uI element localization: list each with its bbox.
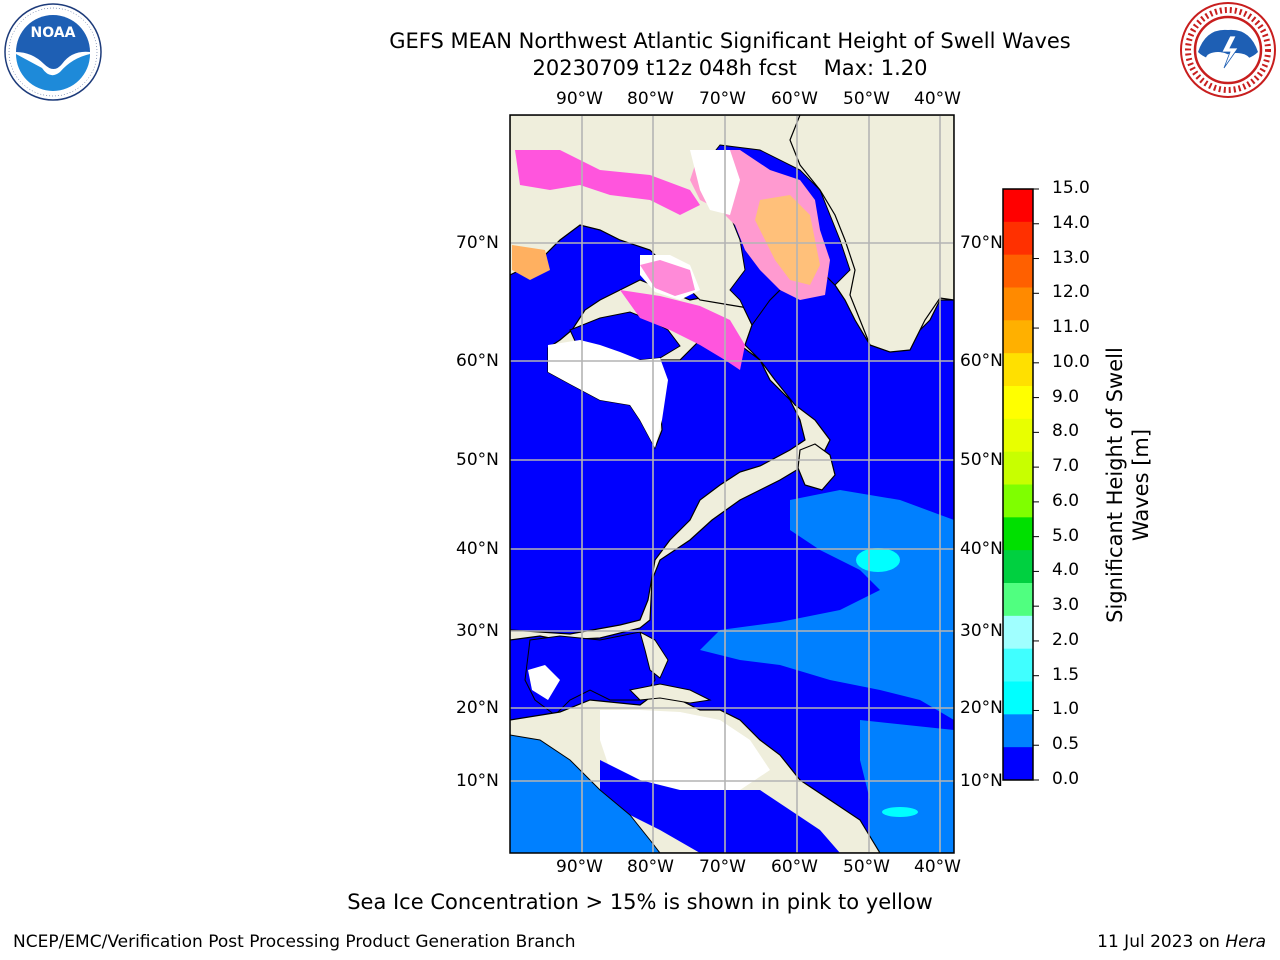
colorbar-segment — [1003, 484, 1033, 518]
gulf-of-mexico — [524, 631, 656, 716]
sea-ice-note: Sea Ice Concentration > 15% is shown in … — [347, 890, 933, 914]
map-frame — [509, 114, 955, 854]
colorbar — [1002, 188, 1039, 781]
lat-label-right-60n: 60°N — [960, 351, 1003, 371]
noaa-logo: NOAA — [4, 3, 102, 101]
lat-label-left-10n: 10°N — [456, 771, 499, 791]
land-greenland — [789, 115, 954, 353]
footer-date-text: 11 Jul 2023 on — [1097, 932, 1226, 952]
lat-label-left-60n: 60°N — [456, 351, 499, 371]
footer-date: 11 Jul 2023 on Hera — [1097, 932, 1266, 952]
colorbar-segment — [1003, 451, 1033, 485]
lon-label-top-90w: 90°W — [556, 89, 603, 109]
lat-label-left-50n: 50°N — [456, 450, 499, 470]
colorbar-segment — [1003, 287, 1033, 321]
colorbar-tick-label: 14.0 — [1052, 212, 1090, 233]
colorbar-frame — [1002, 188, 1034, 781]
colorbar-tick-label: 5.0 — [1052, 525, 1080, 546]
colorbar-tick-label: 10.0 — [1052, 351, 1090, 372]
colorbar-segment — [1003, 583, 1033, 617]
chart-subtitle: 20230709 t12z 048h fcst Max: 1.20 — [532, 56, 928, 80]
map-area — [510, 115, 954, 853]
graticule — [510, 115, 954, 853]
lon-label-top-70w: 70°W — [699, 89, 746, 109]
lat-label-right-70n: 70°N — [960, 233, 1003, 253]
footer-host: Hera — [1225, 932, 1266, 952]
lat-label-left-30n: 30°N — [456, 621, 499, 641]
lat-label-right-30n: 30°N — [960, 621, 1003, 641]
svg-text:NOAA: NOAA — [31, 25, 76, 41]
swell-patch-cyan-north — [856, 548, 900, 572]
colorbar-segment — [1003, 418, 1033, 453]
colorbar-tick-label: 11.0 — [1052, 317, 1090, 338]
colorbar-tick-label: 2.0 — [1052, 629, 1080, 650]
ocean-field-mid — [700, 490, 954, 720]
lon-label-bottom-60w: 60°W — [771, 857, 818, 877]
lat-label-left-70n: 70°N — [456, 233, 499, 253]
sea-ice-arctic2 — [690, 150, 740, 215]
sea-ice-baffin-core — [755, 195, 820, 285]
colorbar-segment — [1003, 353, 1033, 387]
lat-label-right-50n: 50°N — [960, 450, 1003, 470]
caribbean-sea — [600, 760, 840, 853]
lat-label-right-20n: 20°N — [960, 698, 1003, 718]
hudson-bay-ice — [548, 340, 668, 448]
lat-label-right-10n: 10°N — [960, 771, 1003, 791]
colorbar-segment — [1003, 517, 1033, 551]
lat-label-left-20n: 20°N — [456, 698, 499, 718]
sea-ice-hudson-strait — [620, 290, 745, 370]
colorbar-tick-label: 0.5 — [1052, 734, 1080, 755]
sea-ice-west — [512, 245, 550, 280]
colorbar-title: Significant Height of Swell Waves [m] — [1103, 347, 1153, 623]
swell-patch-cyan-south — [882, 807, 918, 817]
colorbar-segment — [1003, 254, 1033, 288]
colorbar-segment — [1003, 747, 1033, 781]
land-florida — [639, 631, 669, 679]
lat-label-right-40n: 40°N — [960, 539, 1003, 559]
lon-label-bottom-40w: 40°W — [914, 857, 961, 877]
colorbar-segment — [1003, 221, 1033, 256]
colorbar-tick-label: 13.0 — [1052, 247, 1090, 268]
colorbar-tick-label: 1.0 — [1052, 699, 1080, 720]
colorbar-tick-label: 15.0 — [1052, 178, 1090, 198]
ocean-field-mid-south — [860, 720, 954, 853]
lon-label-bottom-80w: 80°W — [627, 857, 674, 877]
colorbar-tick-label: 6.0 — [1052, 490, 1080, 511]
land-newfoundland — [797, 443, 836, 491]
lon-label-top-50w: 50°W — [843, 89, 890, 109]
lon-label-top-60w: 60°W — [771, 89, 818, 109]
colorbar-tick-label: 0.0 — [1052, 769, 1080, 789]
colorbar-tick-label: 3.0 — [1052, 595, 1080, 616]
gulf-ice-white — [528, 665, 560, 700]
pacific-ocean — [510, 734, 661, 853]
colorbar-segment — [1003, 320, 1033, 354]
colorbar-segment — [1003, 615, 1033, 650]
chart-title: GEFS MEAN Northwest Atlantic Significant… — [389, 29, 1071, 53]
lon-label-top-40w: 40°W — [914, 89, 961, 109]
nws-logo — [1180, 2, 1276, 98]
colorbar-segment — [1003, 189, 1033, 223]
colorbar-segment — [1003, 681, 1033, 715]
lon-label-bottom-70w: 70°W — [699, 857, 746, 877]
colorbar-segment — [1003, 386, 1033, 420]
colorbar-tick-label: 9.0 — [1052, 386, 1080, 407]
caribbean-white — [600, 710, 770, 790]
colorbar-segment — [1003, 648, 1033, 682]
lat-label-left-40n: 40°N — [456, 539, 499, 559]
footer-credit: NCEP/EMC/Verification Post Processing Pr… — [13, 932, 576, 952]
colorbar-tick-label: 4.0 — [1052, 560, 1080, 581]
lon-label-top-80w: 80°W — [627, 89, 674, 109]
colorbar-tick-label: 8.0 — [1052, 421, 1080, 442]
colorbar-tick-label: 12.0 — [1052, 282, 1090, 303]
colorbar-tick-label: 7.0 — [1052, 456, 1080, 477]
colorbar-segment — [1003, 550, 1033, 584]
lon-label-bottom-50w: 50°W — [843, 857, 890, 877]
colorbar-segment — [1003, 714, 1033, 748]
lon-label-bottom-90w: 90°W — [556, 857, 603, 877]
land-cuba — [628, 683, 712, 704]
colorbar-tick-label: 1.5 — [1052, 664, 1080, 685]
